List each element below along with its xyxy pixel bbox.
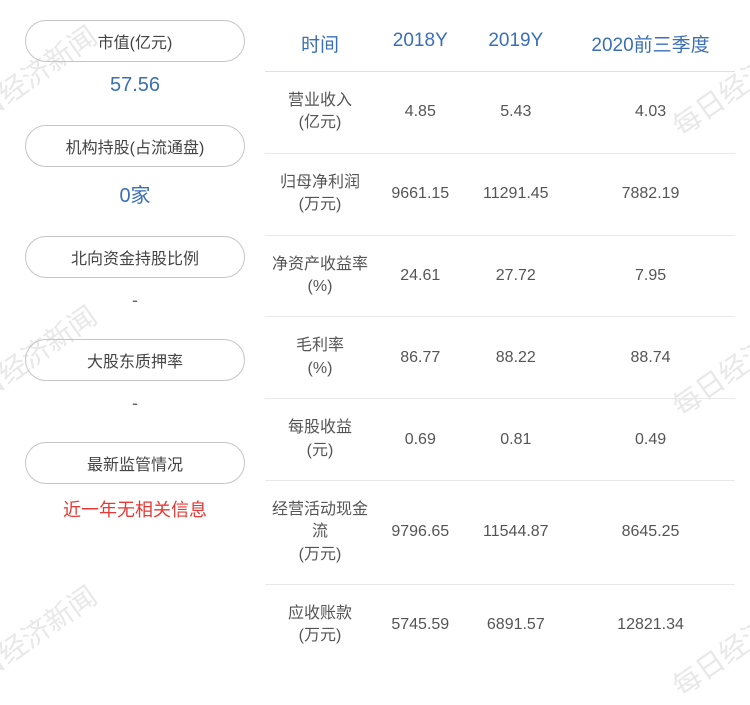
regulatory-value: 近一年无相关信息 [25, 496, 245, 522]
cell-value: 7.95 [566, 235, 735, 317]
cell-value: 6891.57 [466, 585, 567, 666]
cell-value: 11544.87 [466, 480, 567, 584]
inst-holding-label: 机构持股(占流通盘) [25, 125, 245, 167]
cell-value: 12821.34 [566, 585, 735, 666]
cell-value: 5.43 [466, 72, 567, 154]
table-header-row: 时间 2018Y 2019Y 2020前三季度 [265, 20, 735, 72]
table-row: 每股收益 (元) 0.690.810.49 [265, 399, 735, 481]
row-label-unit: (亿元) [271, 112, 369, 134]
table-row: 毛利率 (%) 86.7788.2288.74 [265, 317, 735, 399]
cell-value: 9796.65 [375, 480, 466, 584]
row-label: 每股收益 (元) [265, 399, 375, 481]
row-label-text: 净资产收益率 [272, 256, 368, 273]
table-row: 应收账款 (万元) 5745.596891.5712821.34 [265, 585, 735, 666]
cell-value: 0.49 [566, 399, 735, 481]
row-label-text: 归母净利润 [280, 174, 360, 191]
cell-value: 24.61 [375, 235, 466, 317]
row-label-unit: (万元) [271, 194, 369, 216]
right-panel: 时间 2018Y 2019Y 2020前三季度 营业收入 (亿元) 4.855.43… [265, 0, 750, 667]
cell-value: 88.74 [566, 317, 735, 399]
header-time: 时间 [265, 20, 375, 72]
northbound-value: - [25, 290, 245, 311]
cell-value: 4.03 [566, 72, 735, 154]
left-panel: 市值(亿元) 57.56 机构持股(占流通盘) 0家 北向资金持股比例 - 大股… [0, 0, 265, 667]
market-cap-value: 57.56 [25, 74, 245, 97]
cell-value: 0.69 [375, 399, 466, 481]
row-label-unit: (元) [271, 440, 369, 462]
header-2019: 2019Y [466, 20, 567, 72]
inst-holding-value: 0家 [25, 179, 245, 208]
row-label-unit: (%) [271, 358, 369, 380]
row-label: 营业收入 (亿元) [265, 72, 375, 154]
cell-value: 7882.19 [566, 153, 735, 235]
cell-value: 86.77 [375, 317, 466, 399]
table-row: 归母净利润 (万元) 9661.1511291.457882.19 [265, 153, 735, 235]
row-label: 归母净利润 (万元) [265, 153, 375, 235]
market-cap-label: 市值(亿元) [25, 20, 245, 62]
row-label-text: 经营活动现金流 [272, 501, 368, 540]
row-label: 净资产收益率 (%) [265, 235, 375, 317]
cell-value: 11291.45 [466, 153, 567, 235]
cell-value: 4.85 [375, 72, 466, 154]
cell-value: 0.81 [466, 399, 567, 481]
cell-value: 9661.15 [375, 153, 466, 235]
row-label: 经营活动现金流 (万元) [265, 480, 375, 584]
cell-value: 27.72 [466, 235, 567, 317]
pledge-label: 大股东质押率 [25, 339, 245, 381]
table-row: 营业收入 (亿元) 4.855.434.03 [265, 72, 735, 154]
row-label: 应收账款 (万元) [265, 585, 375, 666]
financial-table: 时间 2018Y 2019Y 2020前三季度 营业收入 (亿元) 4.855.43… [265, 20, 735, 666]
northbound-label: 北向资金持股比例 [25, 236, 245, 278]
table-row: 经营活动现金流 (万元) 9796.6511544.878645.25 [265, 480, 735, 584]
row-label-text: 每股收益 [288, 419, 352, 436]
row-label: 毛利率 (%) [265, 317, 375, 399]
pledge-value: - [25, 393, 245, 414]
cell-value: 88.22 [466, 317, 567, 399]
header-2018: 2018Y [375, 20, 466, 72]
table-row: 净资产收益率 (%) 24.6127.727.95 [265, 235, 735, 317]
regulatory-label: 最新监管情况 [25, 442, 245, 484]
row-label-unit: (万元) [271, 625, 369, 647]
cell-value: 8645.25 [566, 480, 735, 584]
cell-value: 5745.59 [375, 585, 466, 666]
header-2020: 2020前三季度 [566, 20, 735, 72]
row-label-text: 营业收入 [288, 92, 352, 109]
row-label-unit: (万元) [271, 544, 369, 566]
row-label-text: 毛利率 [296, 337, 344, 354]
row-label-text: 应收账款 [288, 605, 352, 622]
row-label-unit: (%) [271, 276, 369, 298]
